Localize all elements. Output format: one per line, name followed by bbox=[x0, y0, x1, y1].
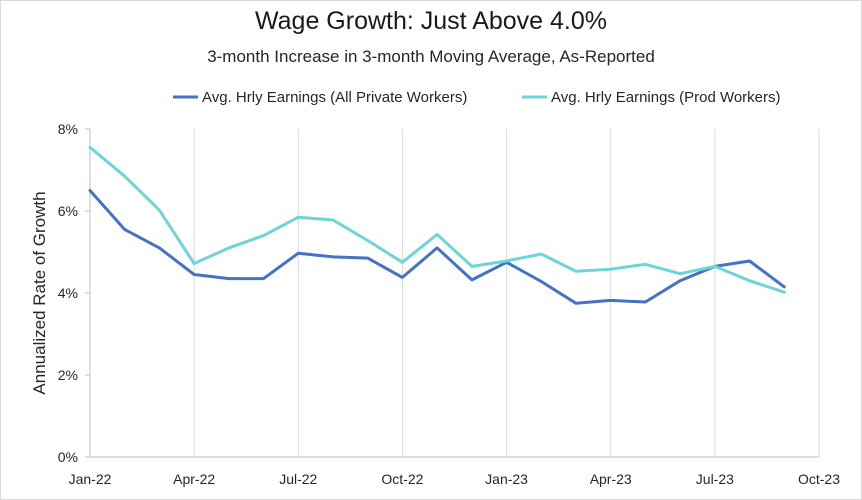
x-tick-label: Jul-23 bbox=[696, 471, 734, 487]
y-tick-label: 0% bbox=[58, 449, 78, 465]
x-tick-label: Oct-23 bbox=[798, 471, 840, 487]
y-tick-label: 2% bbox=[58, 367, 78, 383]
series-line-1 bbox=[88, 189, 786, 305]
chart-subtitle: 3-month Increase in 3-month Moving Avera… bbox=[207, 47, 655, 66]
x-tick-label: Jul-22 bbox=[279, 471, 317, 487]
y-tick-label: 4% bbox=[58, 285, 78, 301]
legend-label-1: Avg. Hrly Earnings (All Private Workers) bbox=[202, 89, 467, 106]
chart-title: Wage Growth: Just Above 4.0% bbox=[254, 7, 608, 35]
x-tick-label: Apr-23 bbox=[590, 471, 632, 487]
series-line-2 bbox=[88, 145, 786, 294]
y-tick-label: 6% bbox=[58, 203, 78, 219]
x-tick-label: Oct-22 bbox=[381, 471, 423, 487]
y-tick-label: 8% bbox=[58, 121, 78, 137]
legend-label-2: Avg. Hrly Earnings (Prod Workers) bbox=[551, 89, 781, 106]
x-tick-label: Jan-22 bbox=[69, 471, 112, 487]
y-axis-title: Annualized Rate of Growth bbox=[30, 191, 49, 394]
x-tick-label: Jan-23 bbox=[485, 471, 528, 487]
x-tick-label: Apr-22 bbox=[173, 471, 215, 487]
